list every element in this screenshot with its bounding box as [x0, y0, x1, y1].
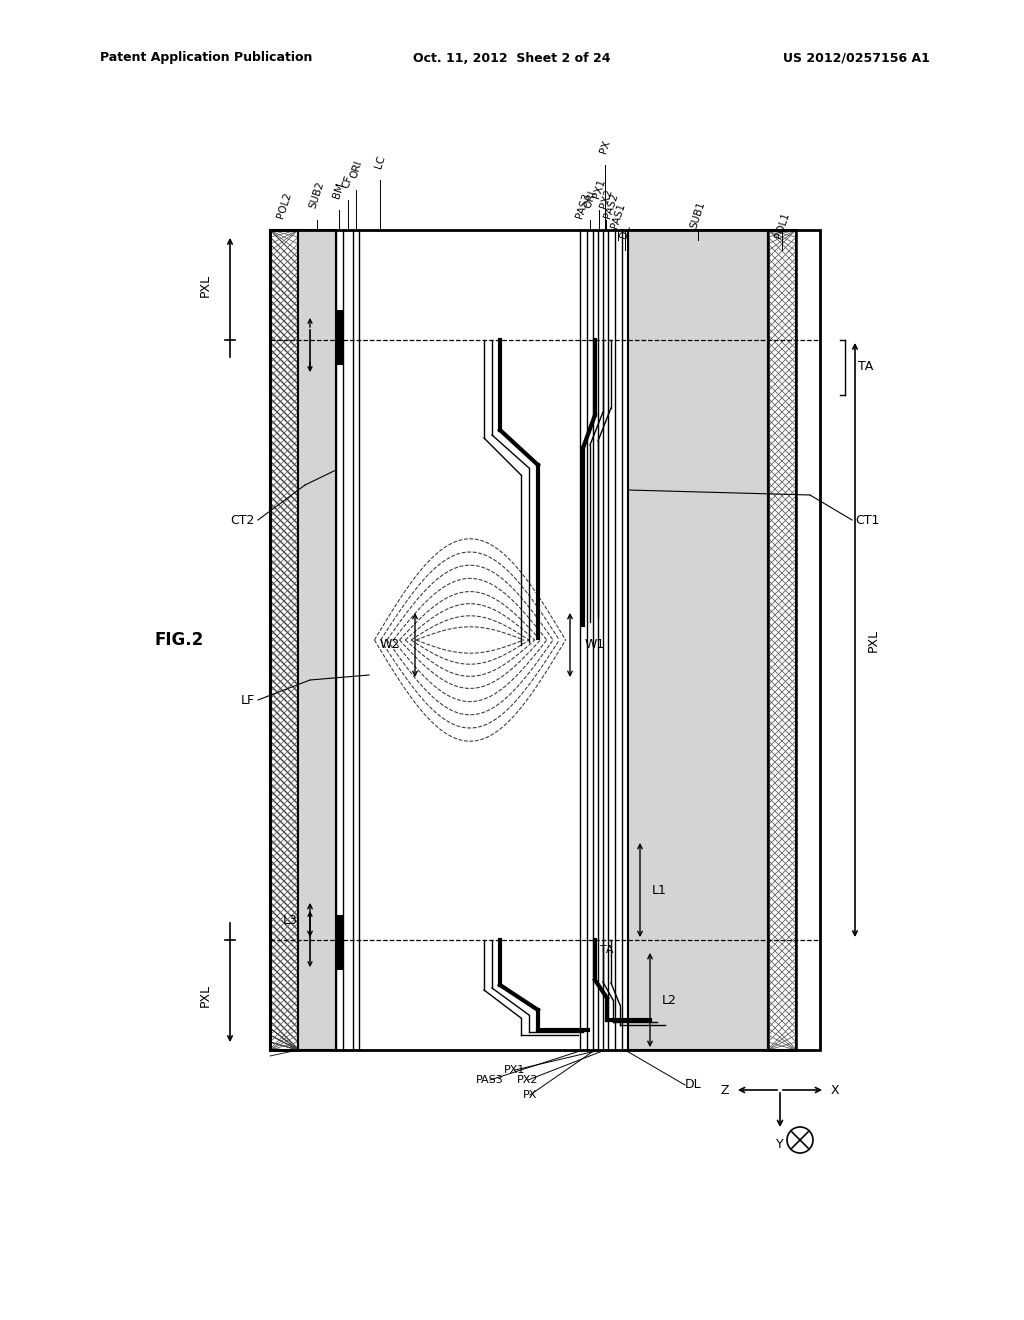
Text: SUB1: SUB1	[689, 201, 707, 230]
Text: X: X	[830, 1084, 840, 1097]
Text: L1: L1	[652, 883, 667, 896]
Bar	[270, 230, 820, 1049]
Text: TA: TA	[858, 360, 873, 374]
Bar	[768, 230, 796, 1049]
Text: PXL: PXL	[199, 273, 212, 297]
Text: DL: DL	[618, 224, 632, 240]
Text: PX2: PX2	[517, 1074, 539, 1085]
Text: SUB2: SUB2	[308, 181, 326, 210]
Text: POL2: POL2	[275, 191, 293, 220]
Bar	[337, 915, 343, 970]
Text: Patent Application Publication: Patent Application Publication	[100, 51, 312, 65]
Text: Z: Z	[721, 1084, 729, 1097]
Text: L3: L3	[283, 913, 298, 927]
Text: PXL: PXL	[867, 628, 880, 652]
Text: CT1: CT1	[855, 513, 880, 527]
Text: PX2: PX2	[598, 187, 613, 210]
Text: PX: PX	[523, 1090, 538, 1100]
Text: Y: Y	[776, 1138, 783, 1151]
Text: CF: CF	[341, 174, 354, 190]
Text: TA: TA	[600, 945, 613, 954]
Text: ORI: ORI	[348, 160, 364, 180]
Bar	[270, 230, 298, 1049]
Bar	[628, 230, 768, 1049]
Text: PAS3: PAS3	[476, 1074, 504, 1085]
Bar	[298, 230, 336, 1049]
Bar	[337, 310, 343, 366]
Text: L2: L2	[662, 994, 677, 1006]
Text: FIG.2: FIG.2	[155, 631, 204, 649]
Text: CT2: CT2	[230, 513, 255, 527]
Text: W2: W2	[380, 639, 400, 652]
Text: LC: LC	[373, 154, 387, 170]
Text: PX: PX	[598, 139, 611, 154]
Text: PAS2: PAS2	[602, 193, 620, 220]
Text: PAS1: PAS1	[609, 202, 627, 230]
Bar	[270, 230, 298, 1049]
Text: W1: W1	[585, 639, 605, 652]
Text: BM: BM	[332, 182, 346, 201]
Text: PX1: PX1	[504, 1065, 525, 1074]
Text: PXL: PXL	[199, 983, 212, 1007]
Text: POL1: POL1	[773, 211, 791, 240]
Text: PAS3: PAS3	[574, 193, 592, 220]
Text: Oct. 11, 2012  Sheet 2 of 24: Oct. 11, 2012 Sheet 2 of 24	[414, 51, 610, 65]
Text: DL: DL	[685, 1078, 701, 1092]
Text: PX1: PX1	[591, 178, 607, 201]
Text: LF: LF	[241, 693, 255, 706]
Text: US 2012/0257156 A1: US 2012/0257156 A1	[783, 51, 930, 65]
Text: ORI: ORI	[583, 190, 598, 210]
Bar	[768, 230, 796, 1049]
